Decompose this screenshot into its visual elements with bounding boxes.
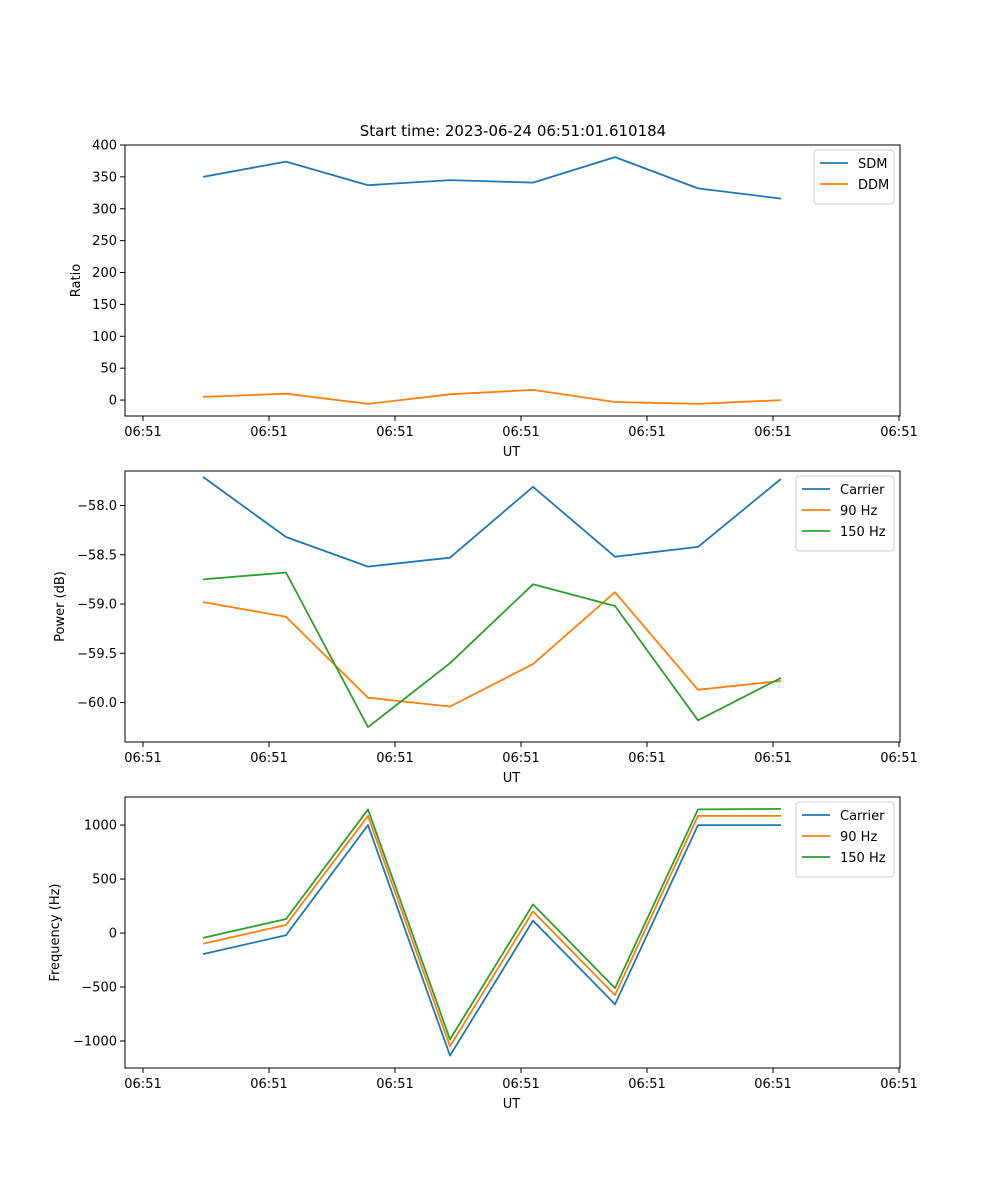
y-tick-label: 200 bbox=[92, 266, 117, 281]
x-axis-label: UT bbox=[503, 445, 521, 460]
x-tick-label: 06:51 bbox=[376, 425, 413, 440]
series-line-150-hz bbox=[202, 571, 782, 729]
x-tick-label: 06:51 bbox=[502, 1077, 539, 1092]
x-tick-label: 06:51 bbox=[754, 1077, 791, 1092]
x-tick-label: 06:51 bbox=[880, 1077, 917, 1092]
x-axis-label: UT bbox=[503, 771, 521, 786]
y-tick-label: 350 bbox=[92, 170, 117, 185]
series-line-90-hz bbox=[202, 591, 782, 708]
y-axis-label: Ratio bbox=[69, 264, 84, 297]
y-tick-label: 150 bbox=[92, 298, 117, 313]
y-tick-label: 250 bbox=[92, 234, 117, 249]
x-axis-label: UT bbox=[503, 1097, 521, 1112]
y-tick-label: 50 bbox=[100, 362, 117, 377]
series-line-carrier bbox=[202, 824, 781, 1057]
x-tick-label: 06:51 bbox=[124, 1077, 161, 1092]
x-tick-label: 06:51 bbox=[880, 425, 917, 440]
y-tick-label: 400 bbox=[92, 139, 117, 154]
x-tick-label: 06:51 bbox=[754, 425, 791, 440]
legend: SDM DDM bbox=[813, 149, 895, 205]
y-tick-label: 0 bbox=[109, 394, 117, 409]
x-tick-label: 06:51 bbox=[250, 1077, 287, 1092]
plots: 06:51 06:51 06:51 06:51 06:51 06:51 06:51 UT 0 50… bbox=[48, 139, 918, 1113]
x-tick-label: 06:51 bbox=[250, 751, 287, 766]
x-tick-label: 06:51 bbox=[754, 751, 791, 766]
axes-frame bbox=[124, 796, 901, 1069]
y-axis-label: Frequency (Hz) bbox=[48, 883, 63, 981]
y-tick-label: 300 bbox=[92, 202, 117, 217]
x-tick-label: 06:51 bbox=[124, 425, 161, 440]
y-tick-label: −59.0 bbox=[77, 598, 117, 613]
series-line-150-hz bbox=[202, 808, 782, 1041]
x-tick-label: 06:51 bbox=[124, 751, 161, 766]
x-tick-label: 06:51 bbox=[376, 1077, 413, 1092]
figure-title: Start time: 2023-06-24 06:51:01.610184 bbox=[360, 122, 666, 140]
legend-label: 90 Hz bbox=[840, 504, 877, 519]
y-tick-label: −500 bbox=[81, 981, 117, 996]
legend-box bbox=[795, 475, 895, 552]
x-tick-label: 06:51 bbox=[502, 751, 539, 766]
x-tick-label: 06:51 bbox=[502, 425, 539, 440]
x-tick-label: 06:51 bbox=[628, 751, 665, 766]
legend-label: 90 Hz bbox=[840, 830, 877, 845]
y-tick-label: −58.0 bbox=[77, 499, 117, 514]
x-tick-label: 06:51 bbox=[250, 425, 287, 440]
legend-box bbox=[795, 801, 895, 878]
legend: Carrier 90 Hz 150 Hz bbox=[795, 801, 895, 878]
chart-panel-1: 06:51 06:51 06:51 06:51 06:51 06:51 06:51 UT 0 50… bbox=[69, 139, 918, 461]
chart-panel-2: 06:51 06:51 06:51 06:51 06:51 06:51 06:51 UT −60… bbox=[53, 470, 918, 786]
y-tick-label: 500 bbox=[92, 873, 117, 888]
legend: Carrier 90 Hz 150 Hz bbox=[795, 475, 895, 552]
y-tick-label: 1000 bbox=[84, 819, 117, 834]
legend-label: SDM bbox=[858, 157, 887, 172]
legend-label: Carrier bbox=[840, 809, 885, 824]
x-tick-label: 06:51 bbox=[376, 751, 413, 766]
series-line-sdm bbox=[202, 156, 782, 200]
chart-panel-3: 06:51 06:51 06:51 06:51 06:51 06:51 06:51 UT −10… bbox=[48, 796, 918, 1112]
y-tick-label: −60.0 bbox=[77, 696, 117, 711]
y-axis-label: Power (dB) bbox=[53, 571, 68, 642]
series-line-carrier bbox=[202, 476, 782, 568]
legend-label: Carrier bbox=[840, 483, 885, 498]
axes-frame bbox=[124, 144, 901, 417]
legend-label: DDM bbox=[858, 178, 889, 193]
y-tick-label: −1000 bbox=[73, 1035, 117, 1050]
series-line-90-hz bbox=[202, 815, 781, 1048]
y-tick-label: 100 bbox=[92, 330, 117, 345]
legend-label: 150 Hz bbox=[840, 851, 886, 866]
y-tick-label: −59.5 bbox=[77, 647, 117, 662]
y-tick-label: −58.5 bbox=[77, 548, 117, 563]
x-tick-label: 06:51 bbox=[880, 751, 917, 766]
axes-frame bbox=[124, 470, 901, 743]
x-tick-label: 06:51 bbox=[628, 425, 665, 440]
y-tick-label: 0 bbox=[109, 927, 117, 942]
x-tick-label: 06:51 bbox=[628, 1077, 665, 1092]
series-line-ddm bbox=[202, 388, 782, 405]
legend-label: 150 Hz bbox=[840, 525, 886, 540]
